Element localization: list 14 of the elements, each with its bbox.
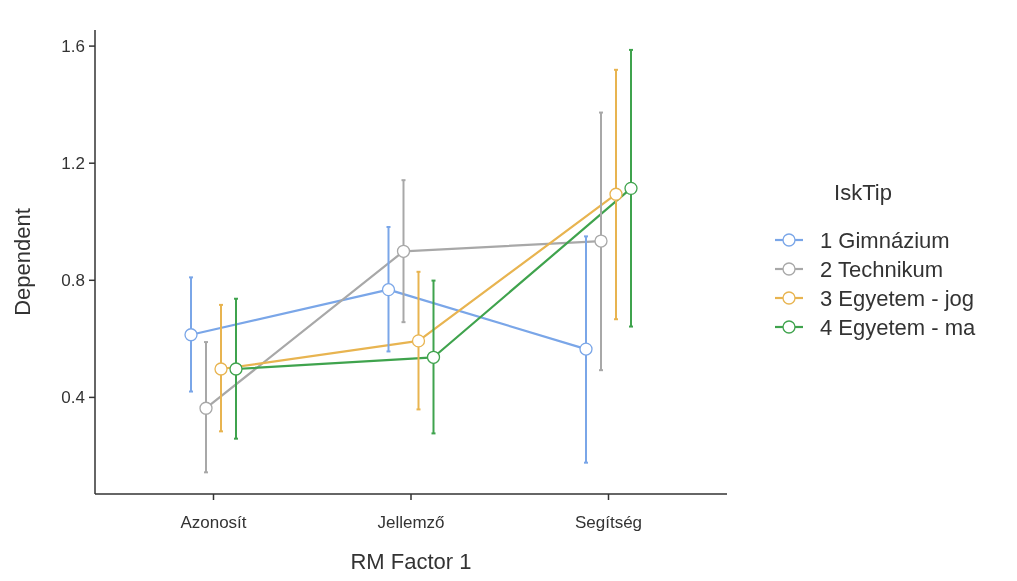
x-axis-title: RM Factor 1 — [350, 549, 472, 574]
x-tick-label: Azonosít — [180, 513, 247, 532]
legend-title: IskTip — [834, 180, 892, 205]
legend-label: 4 Egyetem - ma — [820, 314, 977, 340]
y-tick-label: 1.2 — [61, 154, 85, 174]
y-tick-label: 0.8 — [61, 271, 85, 291]
y-axis-title: Dependent — [10, 208, 35, 316]
y-tick-label: 1.6 — [61, 37, 85, 57]
y-tick-label: 0.4 — [61, 388, 85, 408]
legend-label: 1 Gimnázium — [820, 227, 950, 253]
x-tick-label: Segítség — [574, 513, 643, 532]
legend-label: 3 Egyetem - jog — [820, 285, 975, 311]
x-tick-label: Jellemző — [377, 513, 445, 532]
legend-label: 2 Technikum — [820, 256, 944, 282]
